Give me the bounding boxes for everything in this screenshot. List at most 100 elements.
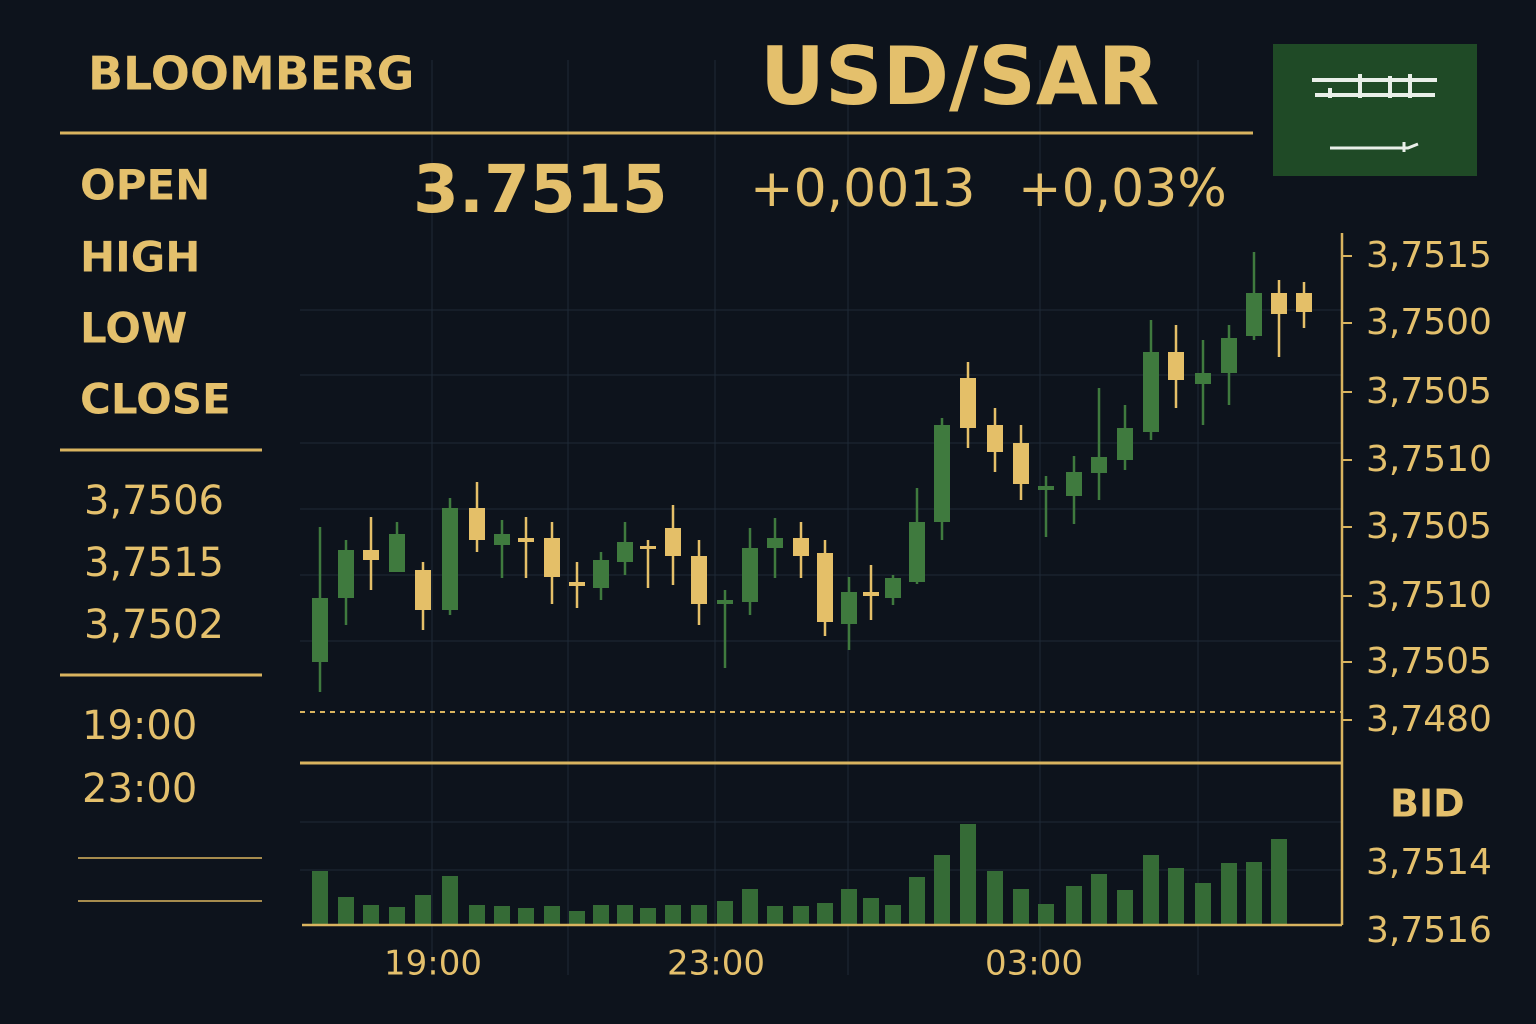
flag: [1273, 44, 1477, 176]
volume-bar: [742, 889, 758, 924]
candle-body: [640, 546, 656, 549]
y-tick-label: 3,7505: [1366, 371, 1492, 412]
volume-bar: [863, 898, 879, 924]
y-tick-label: 3,7500: [1366, 302, 1492, 343]
bid-value: 3,7514: [1366, 842, 1492, 883]
volume-bar: [987, 871, 1003, 924]
change-pct: +0,03%: [1018, 159, 1227, 219]
volume-bar: [640, 908, 656, 924]
volume-bar: [1168, 868, 1184, 924]
volume-bar: [1091, 874, 1107, 924]
flag-script: [1312, 74, 1437, 98]
candle-body: [742, 548, 758, 602]
y-tick-label: 3,7510: [1366, 575, 1492, 616]
candle-body: [469, 508, 485, 540]
volume-bar: [363, 905, 379, 924]
ohlc-label: CLOSE: [80, 375, 231, 424]
candle-body: [312, 598, 328, 662]
volume-bar: [544, 906, 560, 924]
bid-value: 3,7516: [1366, 910, 1492, 951]
candle-body: [691, 556, 707, 604]
candle-body: [1091, 457, 1107, 473]
volume-bar: [617, 905, 633, 924]
plot: [312, 252, 1312, 924]
y-tick-label: 3,7480: [1366, 699, 1492, 740]
y-tick-label: 3,7505: [1366, 641, 1492, 682]
y-tick-label: 3,7515: [1366, 235, 1492, 276]
pair: USD/SAR: [760, 30, 1159, 123]
candle-body: [338, 550, 354, 598]
candle-body: [1221, 338, 1237, 373]
volume-bar: [1117, 890, 1133, 924]
volume-bar: [817, 903, 833, 924]
volume-bar: [691, 905, 707, 924]
candle-body: [863, 592, 879, 596]
volume-bar: [934, 855, 950, 924]
candle-body: [1296, 293, 1312, 312]
volume-bar: [960, 824, 976, 924]
bid-label: BID: [1390, 782, 1465, 826]
change: +0,0013: [750, 159, 976, 219]
candle-body: [1271, 293, 1287, 314]
ohlc-label: OPEN: [80, 161, 210, 210]
candle-body: [415, 570, 431, 610]
candle-body: [569, 582, 585, 586]
candle-body: [987, 425, 1003, 452]
volume-bar: [389, 907, 405, 924]
ohlc-label: LOW: [80, 304, 187, 353]
candle-body: [1195, 373, 1211, 384]
volume-bar: [1066, 886, 1082, 924]
y-tick-label: 3,7505: [1366, 506, 1492, 547]
last-price: 3.7515: [413, 151, 668, 228]
volume-bar: [1038, 904, 1054, 924]
candle-body: [1066, 472, 1082, 496]
volume-bar: [338, 897, 354, 924]
candle-body: [593, 560, 609, 588]
volume-bar: [841, 889, 857, 924]
candle-body: [389, 534, 405, 572]
candle-body: [1038, 486, 1054, 490]
candle-body: [717, 600, 733, 604]
volume-bar: [1013, 889, 1029, 924]
x-tick-label: 03:00: [985, 944, 1083, 984]
volume-bar: [1143, 855, 1159, 924]
candle-body: [494, 534, 510, 545]
ohlc-value: 3,7515: [84, 540, 224, 586]
candle-body: [885, 578, 901, 598]
volume-bar: [593, 905, 609, 924]
candle-body: [1013, 443, 1029, 484]
volume-bar: [885, 905, 901, 924]
candle-body: [934, 425, 950, 522]
candle-body: [363, 550, 379, 560]
flag-sword: [1330, 142, 1419, 152]
candle-body: [841, 592, 857, 624]
volume-bar: [793, 906, 809, 924]
candle-body: [665, 528, 681, 556]
volume-bar: [415, 895, 431, 924]
candle-body: [767, 538, 783, 548]
volume-bar: [442, 876, 458, 924]
x-tick-label: 19:00: [384, 944, 482, 984]
volume-bar: [1221, 863, 1237, 924]
brand: BLOOMBERG: [88, 47, 414, 101]
volume-bar: [767, 906, 783, 924]
volume-bar: [1246, 862, 1262, 924]
volume-bar: [1195, 883, 1211, 924]
ohlc-value: 3,7502: [84, 602, 224, 648]
candle-body: [960, 378, 976, 428]
candle-body: [1168, 352, 1184, 380]
candle-body: [793, 538, 809, 556]
candle-body: [817, 553, 833, 622]
volume-bar: [1271, 839, 1287, 924]
candle-body: [442, 508, 458, 610]
candle-body: [909, 522, 925, 582]
volume-bar: [665, 905, 681, 924]
ohlc-label: HIGH: [80, 233, 200, 282]
time-item: 23:00: [82, 766, 197, 812]
candle-body: [617, 542, 633, 562]
x-tick-label: 23:00: [667, 944, 765, 984]
candle-body: [544, 538, 560, 577]
volume-bar: [909, 877, 925, 924]
